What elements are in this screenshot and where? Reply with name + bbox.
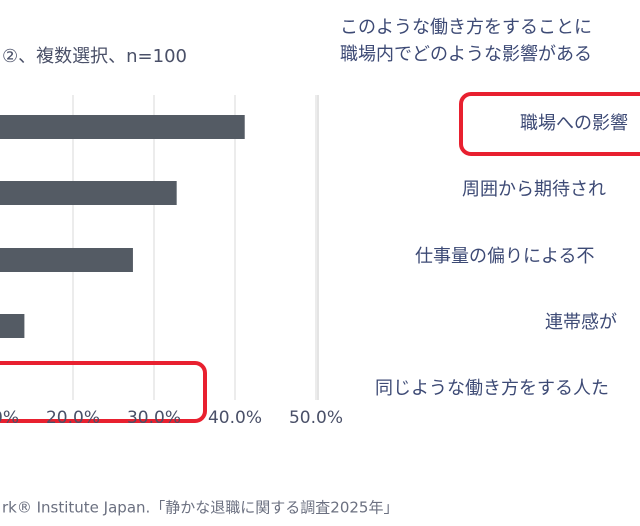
- x-tick-label: 10.0%: [0, 408, 19, 428]
- panel-title: 職場内でどのような影響がある: [340, 44, 592, 65]
- bar: [0, 115, 245, 139]
- bar: [0, 181, 177, 205]
- x-tick-label: 20.0%: [46, 408, 100, 428]
- panel-item: 仕事量の偏りによる不: [415, 246, 594, 267]
- panel-item: 周囲から期待され: [462, 179, 606, 200]
- panel-item: 連帯感が: [545, 312, 617, 333]
- x-tick-label: 40.0%: [208, 408, 262, 428]
- bar: [0, 248, 133, 272]
- panel-item: 職場への影響: [520, 113, 628, 134]
- x-tick-label: 50.0%: [289, 408, 343, 428]
- highlight-box: [0, 361, 207, 423]
- bar: [0, 314, 25, 338]
- highlight-box: [459, 92, 640, 156]
- panel-item: 同じような働き方をする人た: [375, 378, 609, 399]
- x-tick-label: 30.0%: [127, 408, 181, 428]
- chart-subtitle: ②、複数選択、n=100: [2, 46, 187, 67]
- panel-title: このような働き方をすることに: [340, 17, 592, 38]
- source: rk® Institute Japan.「静かな退職に関する調査2025年」: [2, 499, 398, 517]
